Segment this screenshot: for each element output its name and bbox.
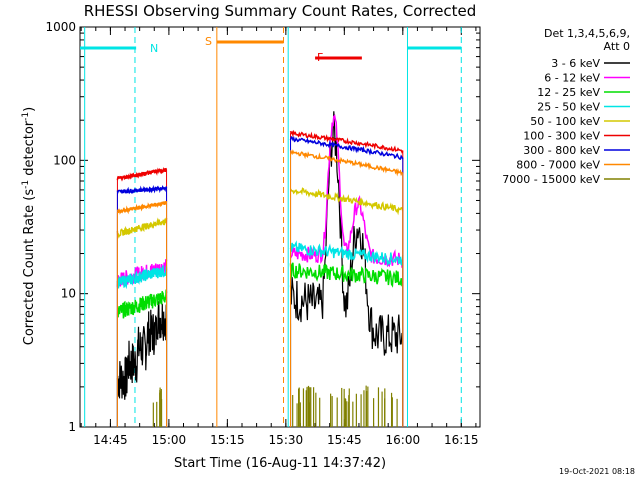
y-label-sup2: -1 [21,112,31,121]
x-tick-label: 15:15 [210,433,245,447]
series-line-0 [289,111,404,356]
x-axis-label: Start Time (16-Aug-11 14:37:42) [174,456,386,471]
legend-label-0: 3 - 6 keV [551,57,600,70]
series-line-7 [289,149,403,177]
series-line-5 [289,129,404,154]
y-tick-label: 1 [68,420,76,434]
legend-header-line1: Det 1,3,4,5,6,9, [544,27,630,40]
series-line-3 [289,240,404,267]
x-tick-label: 16:00 [386,433,421,447]
y-label-part3: ) [22,107,37,112]
y-tick-label: 10 [61,287,76,301]
series-line-4 [289,187,404,216]
y-axis-label: Corrected Count Rate (s-1 detector-1) [21,107,37,345]
legend-label-6: 300 - 800 keV [523,144,600,157]
legend-header-line2: Att 0 [604,40,630,53]
legend-label-3: 25 - 50 keV [537,101,600,114]
legend-label-2: 12 - 25 keV [537,86,600,99]
y-label-part1: Corrected Count Rate (s [22,189,37,346]
series-line-6 [289,135,404,160]
plot-area: 1 10 100 1000 14:45 15:00 15:15 15:30 15:45 16:00… [45,20,481,447]
x-tick-label: 15:30 [269,433,304,447]
flare-label: F [317,51,323,64]
legend-label-8: 7000 - 15000 keV [502,173,600,186]
y-tick-label: 1000 [45,20,76,34]
y-tick-label: 100 [53,153,76,167]
series-line-6 [116,184,168,195]
y-label-sup1: -1 [21,180,31,189]
plot-frame [79,26,481,428]
legend-label-4: 50 - 100 keV [530,115,600,128]
legend-label-7: 800 - 7000 keV [516,159,600,172]
legend-label-1: 6 - 12 keV [544,72,600,85]
night-label: N [150,42,158,55]
series-line-5 [116,166,168,182]
footer-date: 19-Oct-2021 08:18 [559,467,635,476]
x-tick-label: 14:45 [93,433,128,447]
series-line-2 [116,289,168,319]
legend-label-5: 100 - 300 keV [523,130,600,143]
series-line-0 [116,301,168,400]
series-line-4 [116,216,168,239]
x-tick-label: 16:15 [444,433,479,447]
x-tick-label: 15:45 [327,433,362,447]
series-line-2 [289,262,404,288]
y-label-part2: detector [22,120,37,180]
chart-title: RHESSI Observing Summary Count Rates, Co… [84,2,477,20]
series-line-3 [116,265,168,290]
series-line-7 [116,200,168,215]
x-tick-label: 15:00 [152,433,187,447]
saa-label: S [205,35,212,48]
